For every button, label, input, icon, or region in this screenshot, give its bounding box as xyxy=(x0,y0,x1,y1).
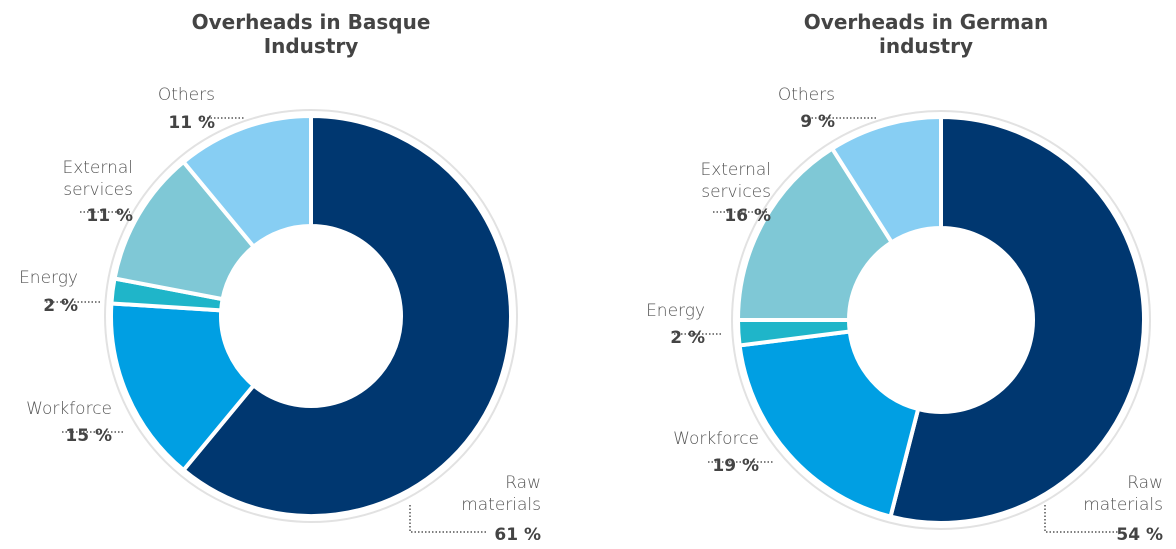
slice xyxy=(180,113,313,250)
category-label: Energy xyxy=(19,268,78,288)
value-label: 16 % xyxy=(724,206,771,226)
value-label: 11 % xyxy=(86,206,133,226)
slice xyxy=(735,145,895,322)
chart: Raw materials 61 % Workforce 15 % Energy 2 % Ex… xyxy=(19,85,541,545)
value-label: 54 % xyxy=(1116,525,1163,545)
chart-panel: Overheads in German industry Raw material… xyxy=(588,0,1176,549)
category-label: Raw materials xyxy=(461,473,541,515)
leader-line xyxy=(1044,505,1120,533)
slice xyxy=(737,329,921,520)
category-label: Workforce xyxy=(26,399,112,419)
leader-line xyxy=(409,505,486,533)
chart: Raw materials 54 % Workforce 19 % Energy 2 % Ex… xyxy=(646,85,1163,545)
category-label: External services xyxy=(700,160,771,202)
category-label: Others xyxy=(158,85,215,105)
chart-panel: Overheads in Basque Industry Raw material… xyxy=(19,10,541,545)
value-label: 61 % xyxy=(494,525,541,545)
category-label: Workforce xyxy=(673,429,759,449)
category-label: Raw materials xyxy=(1083,473,1163,515)
outer-ring xyxy=(731,110,1151,530)
value-label: 11 % xyxy=(168,113,215,133)
category-label: Energy xyxy=(646,301,705,321)
category-label: External services xyxy=(62,158,133,200)
slice xyxy=(109,301,257,473)
chart-title: Overheads in German industry xyxy=(803,10,1049,58)
slice xyxy=(180,113,513,518)
outer-ring xyxy=(104,109,518,523)
value-label: 19 % xyxy=(712,456,759,476)
chart-title: Overheads in Basque Industry xyxy=(191,10,431,58)
slice xyxy=(829,114,943,246)
value-label: 15 % xyxy=(65,426,112,446)
value-label: 2 % xyxy=(670,328,705,348)
value-label: 9 % xyxy=(800,112,835,132)
value-label: 2 % xyxy=(43,296,78,316)
category-label: Others xyxy=(778,85,835,105)
slice xyxy=(888,114,1146,525)
